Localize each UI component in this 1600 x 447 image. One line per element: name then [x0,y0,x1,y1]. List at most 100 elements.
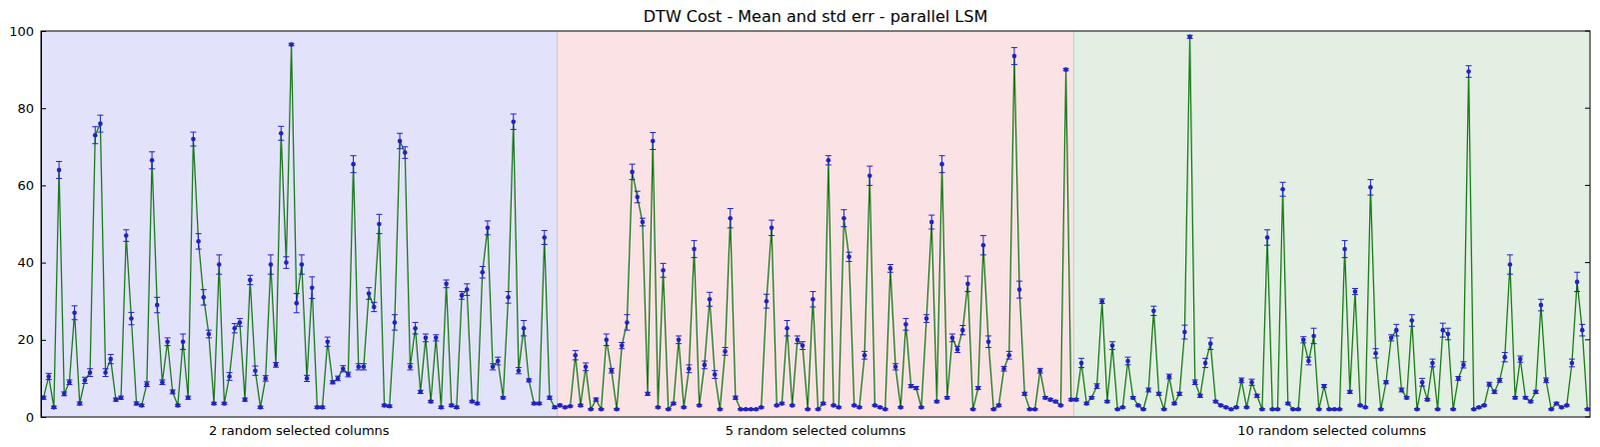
error-bar [840,209,847,227]
error-cap [691,256,698,258]
marker [448,402,454,408]
marker [1239,377,1245,383]
error-bar [1249,378,1256,385]
marker [898,404,904,410]
error-bar [184,395,191,399]
marker [330,379,336,385]
error-cap [510,128,517,130]
y-tick-label: 60 [16,177,34,193]
marker [1296,406,1302,412]
error-cap [122,228,129,230]
error-cap [55,177,62,179]
y-tick-mark-right [1585,107,1591,109]
marker [169,389,175,395]
error-cap [494,356,501,358]
error-cap [1207,336,1214,338]
error-cap [794,334,801,336]
marker [939,161,945,167]
error-cap [985,346,992,348]
marker [774,402,780,408]
error-cap [768,234,775,236]
marker [211,400,217,406]
error-bar [1383,380,1390,384]
marker [991,406,997,412]
marker [640,219,646,225]
marker [1378,406,1384,412]
error-cap [1300,341,1307,343]
error-bar [649,132,656,150]
error-bar [164,337,171,346]
error-cap [81,376,88,378]
error-cap [293,292,300,294]
marker [257,404,263,410]
error-cap [582,361,589,363]
error-bar [1574,271,1581,291]
marker [1229,406,1235,412]
marker [61,391,67,397]
error-cap [1181,338,1188,340]
error-cap [102,367,109,369]
error-cap [954,351,961,353]
error-cap [396,147,403,149]
marker [810,296,816,302]
error-bar [1419,377,1426,386]
marker [722,348,728,354]
marker [1151,308,1157,314]
error-cap [1006,358,1013,360]
error-cap [634,201,641,203]
marker [541,234,547,240]
marker [1058,402,1064,408]
error-cap [1125,356,1132,358]
error-bar [1150,305,1157,315]
marker [981,242,987,248]
marker [262,375,268,381]
marker [1110,342,1116,348]
error-bar [603,333,610,346]
marker [1471,406,1477,412]
marker [1120,404,1126,410]
error-bar [763,293,770,308]
error-bar [1202,357,1209,367]
error-bar [1569,358,1576,367]
marker [361,364,367,370]
marker [1234,404,1240,410]
error-bar [1502,352,1509,362]
marker [1001,365,1007,371]
marker [1105,398,1111,404]
error-bar [1579,323,1586,336]
marker [851,402,857,408]
error-cap [231,322,238,324]
marker [324,338,330,344]
error-bar [1455,375,1462,380]
y-tick-label: 100 [8,23,34,39]
error-bar [96,114,103,132]
error-bar [1181,324,1188,339]
marker [743,406,749,412]
marker [206,331,212,337]
error-bar [489,363,496,370]
error-cap [1445,327,1452,329]
error-bar [241,397,248,401]
error-bar [494,356,501,365]
error-bar [298,254,305,274]
marker [1368,184,1374,190]
title: DTW Cost - Mean and std err - parallel L… [643,6,988,26]
error-bar [1016,280,1023,298]
error-cap [1409,313,1416,315]
marker [180,338,186,344]
error-cap [1125,363,1132,365]
marker [1508,261,1514,267]
error-cap [375,213,382,215]
error-cap [515,372,522,374]
marker [846,254,852,260]
error-bar [55,160,62,178]
error-cap [484,233,491,235]
error-bar [1156,391,1163,395]
marker [407,364,413,370]
error-cap [1517,355,1524,357]
error-cap [355,368,362,370]
error-cap [107,353,114,355]
marker [970,406,976,412]
marker [278,130,284,136]
error-cap [432,333,439,335]
